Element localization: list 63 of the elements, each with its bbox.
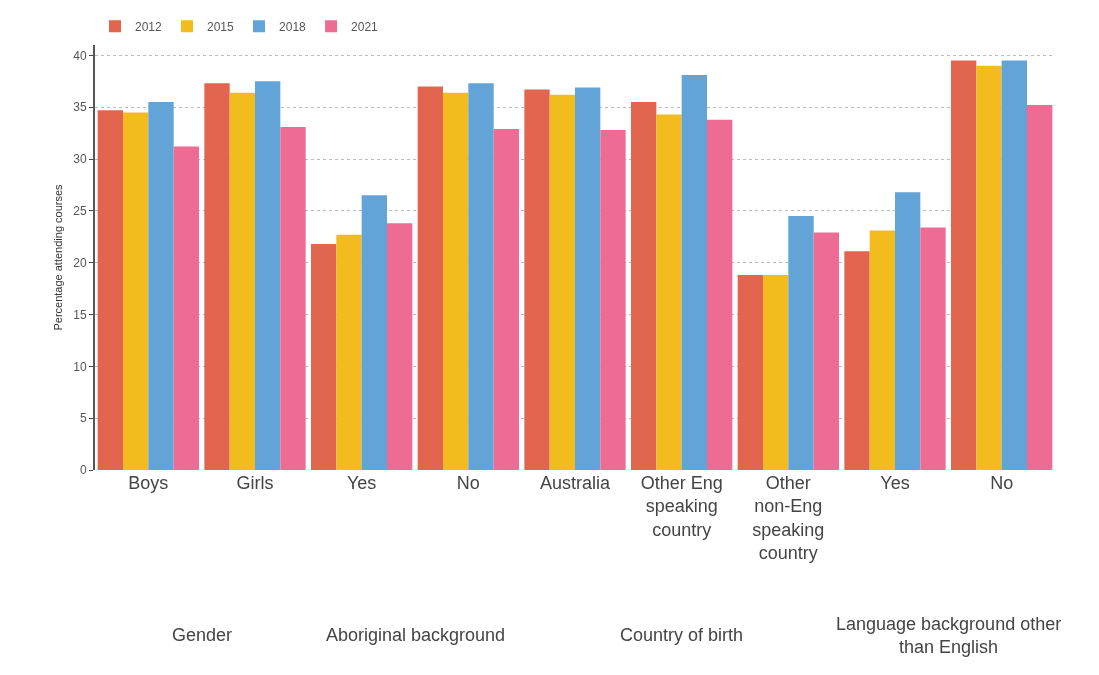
bar: [417, 86, 443, 470]
bar: [707, 119, 733, 470]
bar: [844, 251, 870, 470]
x-tick-label: Yes: [346, 473, 377, 493]
y-tick-label: 20: [73, 255, 87, 270]
text: Aboriginal background: [326, 625, 506, 645]
x-tick-label: No: [456, 473, 480, 493]
y-tick-label: 10: [73, 359, 87, 374]
y-tick-label: 15: [73, 307, 87, 322]
bar: [311, 244, 337, 470]
bar: [1027, 105, 1053, 470]
bar: [976, 65, 1002, 470]
x-tick-label: Australia: [539, 473, 611, 493]
bar: [173, 146, 199, 470]
text: Country of birth: [620, 625, 744, 645]
legend-label: 2018: [279, 19, 307, 34]
bar: [575, 87, 601, 470]
bar: [813, 232, 839, 470]
bar: [443, 92, 469, 470]
bar: [493, 128, 519, 470]
bar: [869, 230, 895, 470]
bar: [656, 114, 682, 470]
bar: [895, 192, 921, 470]
y-tick-label: 35: [73, 100, 87, 115]
bar: [1001, 60, 1027, 470]
bar: [280, 126, 306, 470]
y-tick-label: 40: [73, 48, 87, 63]
bar: [763, 275, 789, 470]
bar: [951, 60, 977, 470]
y-tick-label: 25: [73, 204, 87, 219]
bar: [255, 81, 281, 470]
x-tick-label: Other Eng speaking country: [640, 473, 723, 540]
x-tick-label: No: [990, 473, 1014, 493]
bar: [336, 234, 362, 470]
y-tick-label: 30: [73, 152, 87, 167]
bar: [681, 75, 707, 470]
bar: [123, 112, 149, 470]
x-tick-label: Boys: [128, 473, 169, 493]
y-tick-label: 5: [79, 411, 87, 426]
legend-label: 2021: [351, 19, 379, 34]
bar: [468, 83, 494, 470]
bar: [97, 110, 123, 470]
bar: [229, 92, 255, 470]
legend-label: 2015: [207, 19, 235, 34]
y-axis-title: Percentage attending courses: [52, 183, 65, 331]
bar: [148, 102, 174, 470]
x-tick-label: Yes: [880, 473, 910, 493]
bar: [737, 275, 763, 470]
text: Gender: [172, 625, 233, 645]
bar: [600, 130, 626, 470]
bar: [387, 223, 413, 470]
bar: [524, 89, 550, 470]
bar: [204, 83, 230, 470]
x-tick-label: Other non-Eng speaking country: [752, 473, 825, 564]
bar: [788, 216, 814, 470]
text: Language background other than English: [836, 614, 1062, 658]
bar: [920, 227, 946, 470]
bar: [549, 94, 575, 470]
y-tick-label: 0: [79, 463, 87, 478]
legend-label: 2012: [135, 19, 163, 34]
bar: [631, 102, 657, 470]
bar: [361, 195, 387, 470]
x-tick-label: Girls: [236, 473, 274, 493]
